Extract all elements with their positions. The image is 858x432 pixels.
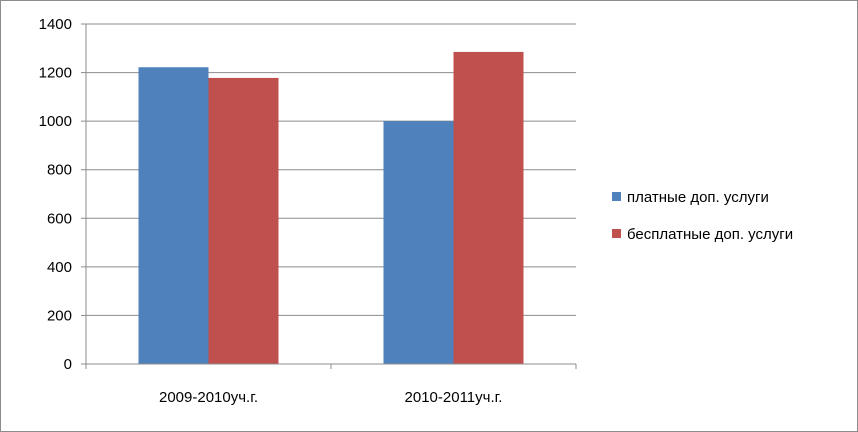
bar-series-2-category-1 [208,77,279,365]
legend-swatch [612,192,621,201]
y-tick-label: 200 [47,307,72,324]
bar-series-1-category-2 [383,121,454,365]
x-axis-ticks: 2009-2010уч.г. 2010-2011уч.г. [85,364,577,406]
y-tick-label: 1200 [39,65,72,82]
y-tick-label: 1000 [39,113,72,130]
legend: платные доп. услуги бесплатные доп. услуг… [612,189,793,243]
y-tick-label: 0 [64,356,72,373]
y-tick-label: 400 [47,259,72,276]
legend-label: бесплатные доп. услуги [627,226,793,243]
x-tick-label: 2009-2010уч.г. [159,389,258,406]
bar-series-1-category-1 [138,67,209,364]
legend-label: платные доп. услуги [627,189,769,206]
x-tick-label: 2010-2011уч.г. [405,389,503,406]
y-tick-label: 1400 [39,16,72,33]
legend-swatch [612,229,621,238]
bars [138,51,524,365]
y-tick-label: 800 [47,162,72,179]
y-tick-label: 600 [47,210,72,227]
bar-series-2-category-2 [453,51,524,365]
y-axis-ticks: 0 200 400 600 800 1000 1200 1400 [39,16,86,373]
